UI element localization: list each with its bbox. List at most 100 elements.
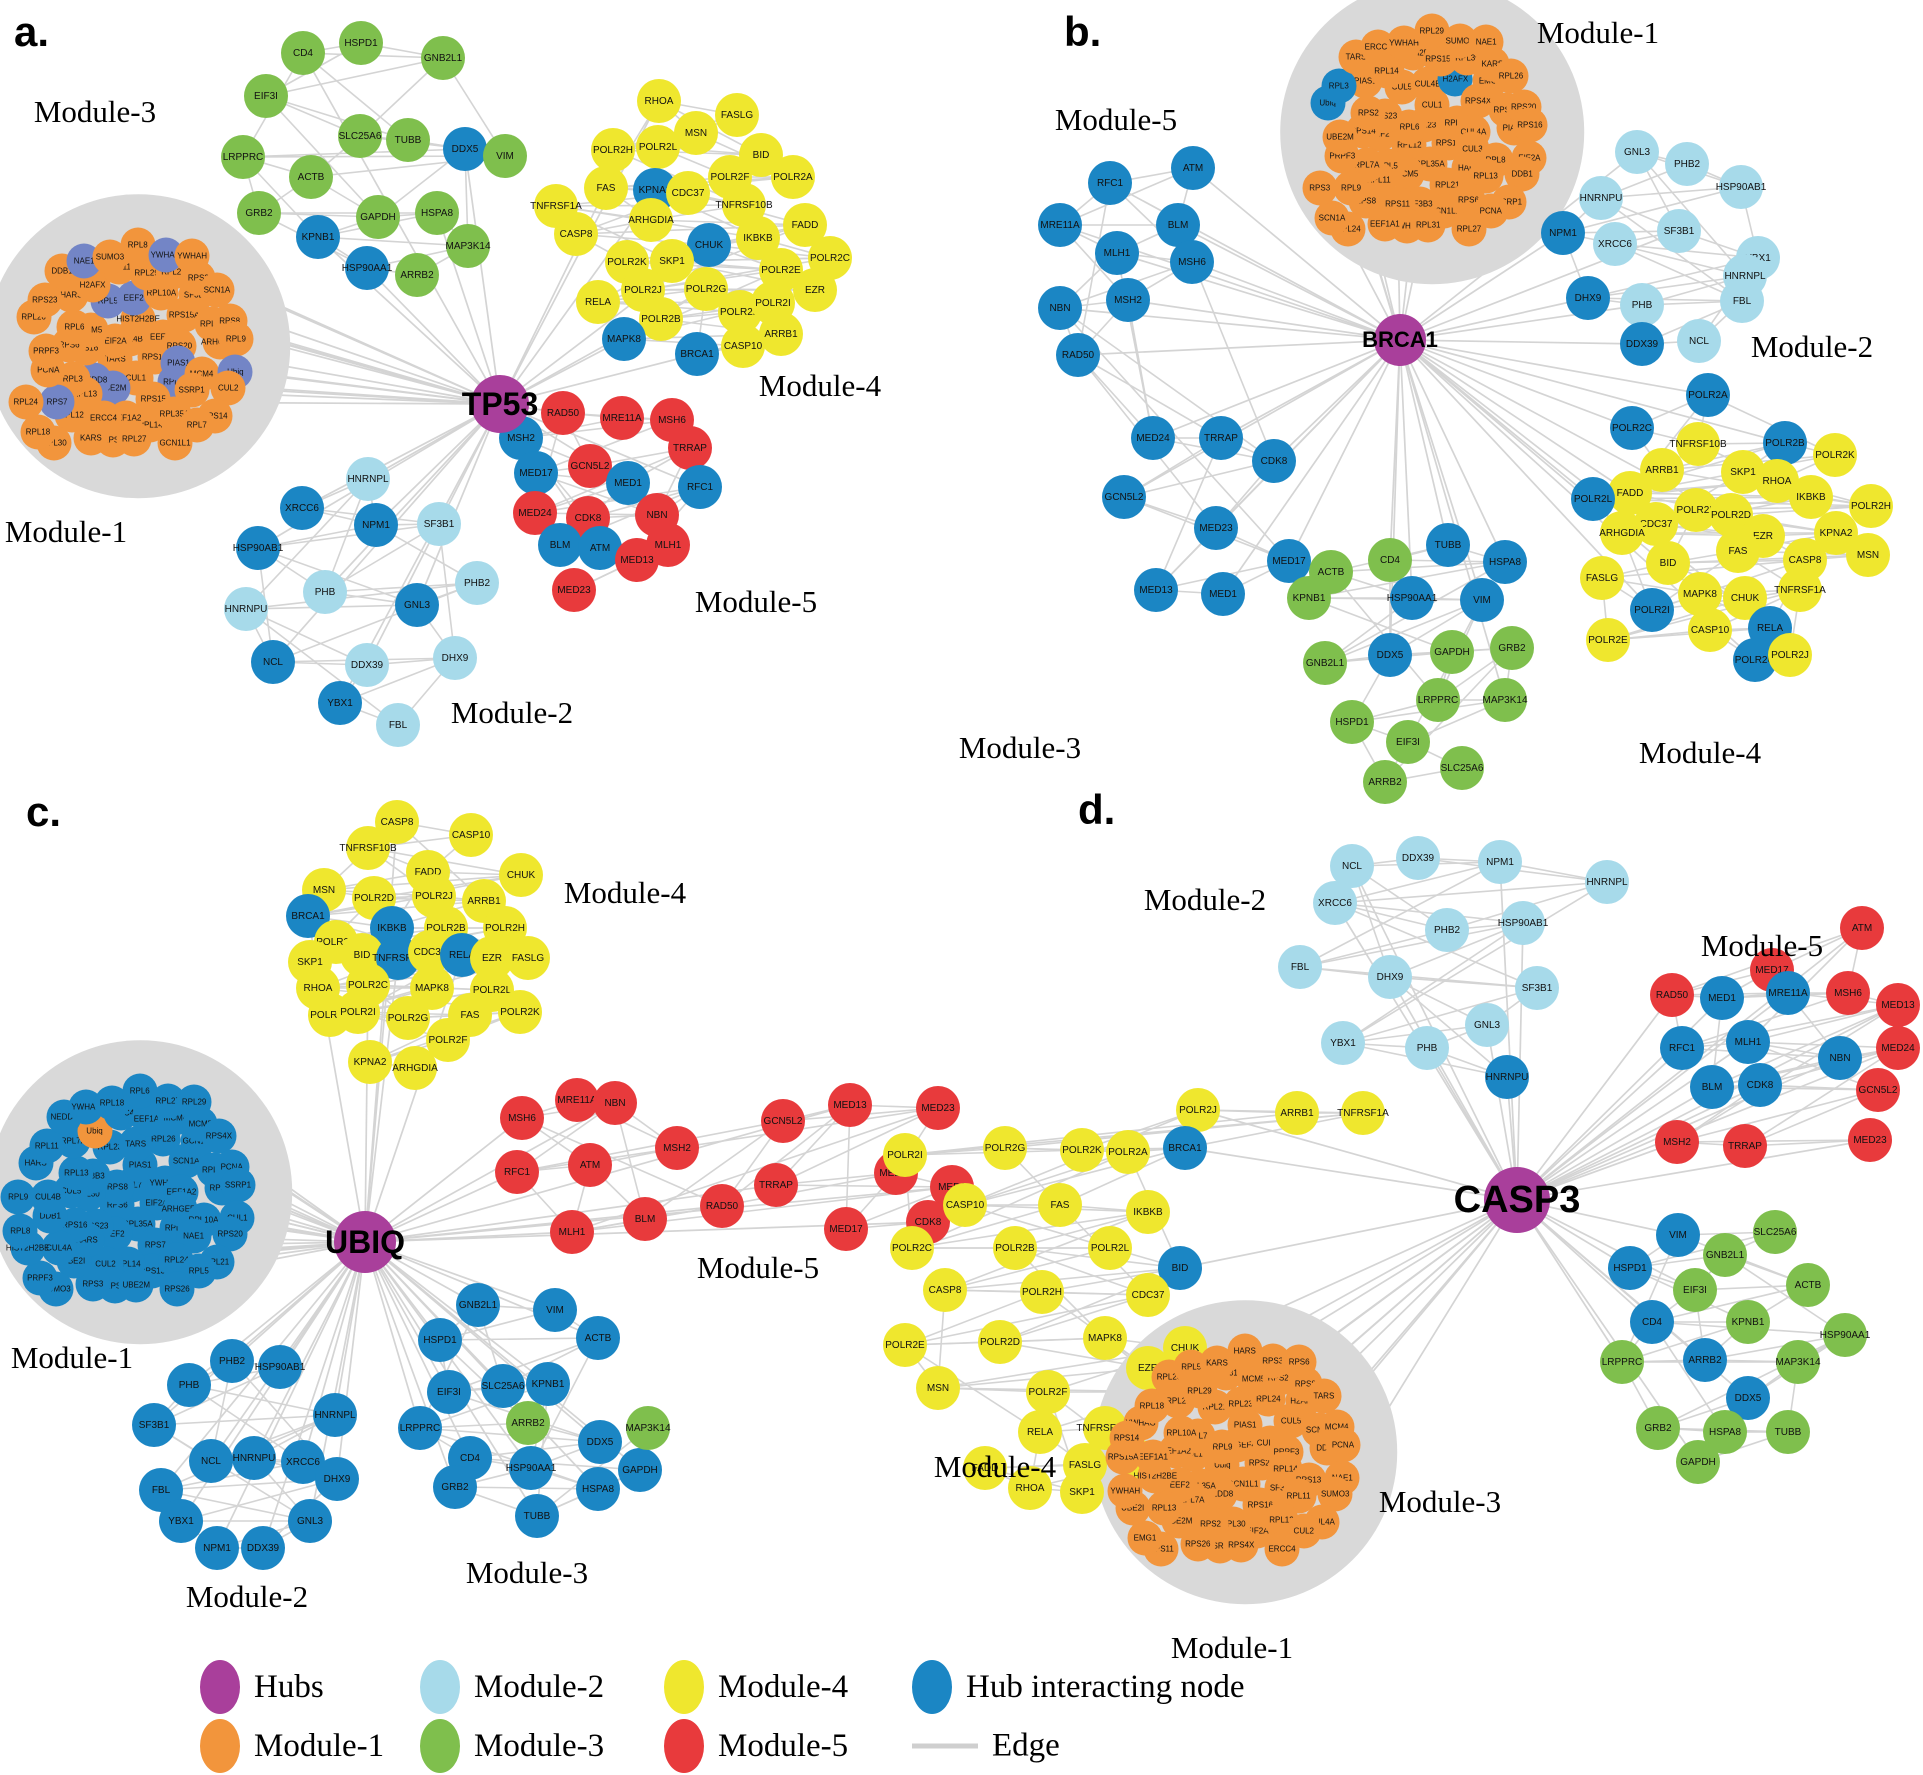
node-msh6[interactable]: MSH6: [1826, 971, 1870, 1015]
node-tars[interactable]: TARS: [1306, 1378, 1342, 1414]
node-rpl9[interactable]: RPL9: [218, 321, 254, 357]
node-rps7[interactable]: RPS7: [39, 384, 75, 420]
node-tubb[interactable]: TUBB: [515, 1494, 559, 1538]
node-rpl3[interactable]: RPL3: [1321, 68, 1357, 104]
node-hspd1[interactable]: HSPD1: [418, 1318, 462, 1362]
node-gapdh[interactable]: GAPDH: [1430, 630, 1474, 674]
node-polr2g[interactable]: POLR2G: [983, 1126, 1027, 1170]
node-ywhah[interactable]: YWHAH: [1107, 1473, 1143, 1509]
node-gnb2l1[interactable]: GNB2L1: [456, 1283, 500, 1327]
node-rpl26[interactable]: RPL26: [1493, 58, 1529, 94]
node-med23[interactable]: MED23: [1194, 506, 1238, 550]
node-polr2l[interactable]: POLR2L: [1571, 477, 1615, 521]
node-msh2[interactable]: MSH2: [655, 1126, 699, 1170]
node-fbl[interactable]: FBL: [1278, 945, 1322, 989]
node-actb[interactable]: ACTB: [1786, 1263, 1830, 1307]
node-rps26[interactable]: RPS26: [159, 1271, 195, 1307]
node-gapdh[interactable]: GAPDH: [618, 1448, 662, 1492]
node-ikbkb[interactable]: IKBKB: [1789, 475, 1833, 519]
node-gcn5l2[interactable]: GCN5L2: [761, 1099, 805, 1143]
node-lrpprc[interactable]: LRPPRC: [1600, 1340, 1644, 1384]
node-polr2i[interactable]: POLR2I: [883, 1133, 927, 1177]
node-fadd[interactable]: FADD: [963, 1446, 1007, 1490]
node-npm1[interactable]: NPM1: [1541, 211, 1585, 255]
node-hsp90aa1[interactable]: HSP90AA1: [506, 1446, 556, 1490]
node-gnl3[interactable]: GNL3: [1615, 130, 1659, 174]
hub-tp53[interactable]: TP53: [462, 375, 538, 433]
node-gnb2l1[interactable]: GNB2L1: [1303, 641, 1347, 685]
hub-ubiq[interactable]: UBIQ: [325, 1211, 405, 1273]
node-arhgdia[interactable]: ARHGDIA: [392, 1046, 438, 1090]
node-kpnb1[interactable]: KPNB1: [1287, 576, 1331, 620]
node-atm[interactable]: ATM: [568, 1143, 612, 1187]
node-gapdh[interactable]: GAPDH: [1676, 1440, 1720, 1484]
node-casp8[interactable]: CASP8: [554, 212, 598, 256]
node-dhx9[interactable]: DHX9: [1368, 955, 1412, 999]
node-hsp90aa1[interactable]: HSP90AA1: [1387, 576, 1437, 620]
node-mre11a[interactable]: MRE11A: [555, 1078, 599, 1122]
node-ddx5[interactable]: DDX5: [443, 127, 487, 171]
node-trrap[interactable]: TRRAP: [1723, 1124, 1767, 1168]
node-fas[interactable]: FAS: [1038, 1183, 1082, 1227]
node-grb2[interactable]: GRB2: [1490, 626, 1534, 670]
node-blm[interactable]: BLM: [1156, 203, 1200, 247]
node-casp10[interactable]: CASP10: [721, 324, 765, 368]
node-med13[interactable]: MED13: [1876, 983, 1920, 1027]
node-hspd1[interactable]: HSPD1: [1608, 1246, 1652, 1290]
node-map3k14[interactable]: MAP3K14: [625, 1406, 671, 1450]
node-hnrnpu[interactable]: HNRNPU: [232, 1436, 276, 1480]
node-polr2d[interactable]: POLR2D: [978, 1320, 1022, 1364]
node-rela[interactable]: RELA: [576, 280, 620, 324]
node-ncl[interactable]: NCL: [1677, 319, 1721, 363]
node-fbl[interactable]: FBL: [1720, 279, 1764, 323]
node-eif3i[interactable]: EIF3I: [427, 1370, 471, 1414]
node-polr2k[interactable]: POLR2K: [498, 990, 542, 1034]
node-fas[interactable]: FAS: [1716, 529, 1760, 573]
node-rad50[interactable]: RAD50: [1650, 973, 1694, 1017]
node-polr2e[interactable]: POLR2E: [883, 1323, 927, 1367]
node-gnl3[interactable]: GNL3: [395, 583, 439, 627]
node-hsp90aa1[interactable]: HSP90AA1: [342, 246, 392, 290]
node-cdc37[interactable]: CDC37: [1126, 1273, 1170, 1317]
node-faslg[interactable]: FASLG: [506, 936, 550, 980]
node-chuk[interactable]: CHUK: [687, 223, 731, 267]
node-ncl[interactable]: NCL: [251, 640, 295, 684]
node-mlh1[interactable]: MLH1: [1095, 231, 1139, 275]
node-polr2a[interactable]: POLR2A: [1686, 373, 1730, 417]
node-hnrnpl[interactable]: HNRNPL: [313, 1393, 357, 1437]
node-map3k14[interactable]: MAP3K14: [1775, 1340, 1821, 1384]
node-rpl27[interactable]: RPL27: [1451, 211, 1487, 247]
node-rps2[interactable]: RPS2: [1350, 95, 1386, 131]
node-ube2m[interactable]: UBE2M: [1322, 119, 1358, 155]
node-hnrnpl[interactable]: HNRNPL: [1585, 860, 1629, 904]
node-ybx1[interactable]: YBX1: [1321, 1021, 1365, 1065]
node-nbn[interactable]: NBN: [593, 1081, 637, 1125]
node-hsp90ab1[interactable]: HSP90AB1: [1716, 165, 1766, 209]
node-rpl11[interactable]: RPL11: [29, 1128, 65, 1164]
node-rpl13[interactable]: RPL13: [1146, 1490, 1182, 1526]
node-msn[interactable]: MSN: [674, 111, 718, 155]
node-med1[interactable]: MED1: [1700, 976, 1744, 1020]
node-cd4[interactable]: CD4: [281, 31, 325, 75]
node-blm[interactable]: BLM: [1690, 1065, 1734, 1109]
node-mre11a[interactable]: MRE11A: [600, 396, 644, 440]
node-sf3b1[interactable]: SF3B1: [132, 1403, 176, 1447]
node-rhoa[interactable]: RHOA: [1008, 1466, 1052, 1510]
node-tubb[interactable]: TUBB: [1766, 1410, 1810, 1454]
node-cd4[interactable]: CD4: [1630, 1300, 1674, 1344]
node-hnrnpu[interactable]: HNRNPU: [1579, 176, 1623, 220]
node-rad50[interactable]: RAD50: [1056, 333, 1100, 377]
node-rpl10a[interactable]: RPL10A: [1163, 1415, 1199, 1451]
node-tubb[interactable]: TUBB: [1426, 523, 1470, 567]
node-polr2h[interactable]: POLR2H: [1849, 484, 1893, 528]
node-prpf3[interactable]: PRPF3: [22, 1260, 58, 1296]
node-polr2c[interactable]: POLR2C: [1610, 406, 1654, 450]
node-polr2j[interactable]: POLR2J: [1768, 633, 1812, 677]
node-rpl18[interactable]: RPL18: [20, 414, 56, 450]
node-ddx39[interactable]: DDX39: [345, 643, 389, 687]
node-rad50[interactable]: RAD50: [700, 1184, 744, 1228]
node-prpf3[interactable]: PRPF3: [28, 333, 64, 369]
node-polr2i[interactable]: POLR2I: [1630, 588, 1674, 632]
node-med23[interactable]: MED23: [916, 1086, 960, 1130]
node-phb2[interactable]: PHB2: [210, 1339, 254, 1383]
